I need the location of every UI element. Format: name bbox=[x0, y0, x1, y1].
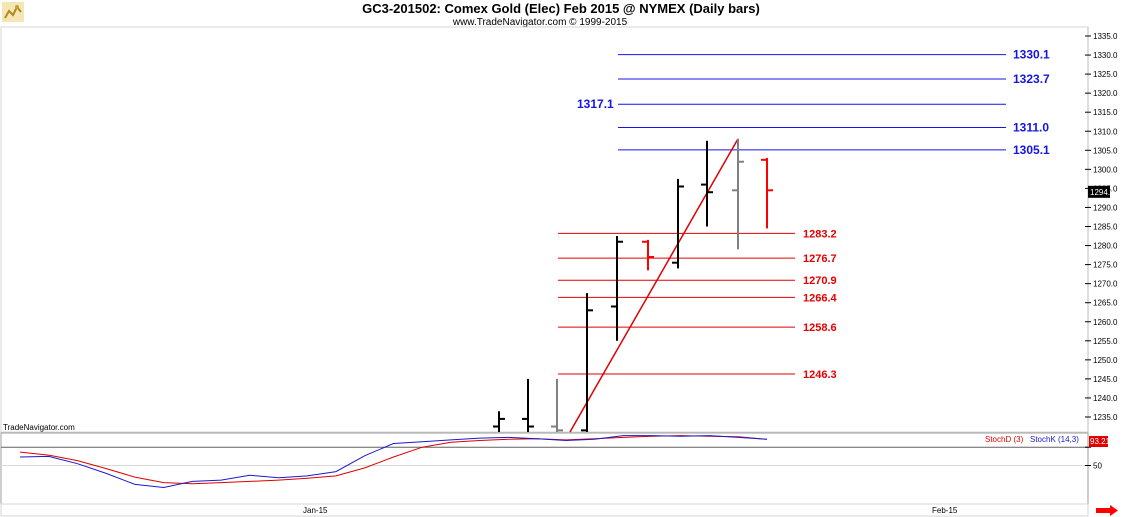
price-tick-label: 1280.0 bbox=[1093, 242, 1118, 251]
price-tick-label: 1260.0 bbox=[1093, 318, 1118, 327]
price-tick-label: 1235.0 bbox=[1093, 413, 1118, 422]
oscillator-panel bbox=[0, 432, 1089, 505]
price-tick-label: 1285.0 bbox=[1093, 223, 1118, 232]
resistance-label: 1323.7 bbox=[1013, 72, 1050, 86]
price-tick-label: 1305.0 bbox=[1093, 146, 1118, 155]
ohlc-bar bbox=[732, 138, 744, 250]
ohlc-bars bbox=[493, 138, 773, 432]
ohlc-bar bbox=[551, 378, 563, 432]
support-label: 1270.9 bbox=[803, 275, 837, 287]
x-label-feb: Feb-15 bbox=[932, 506, 958, 515]
price-axis: 1235.0 1240.0 1245.0 1250.0 1255.0 1260.0 1265… bbox=[1085, 32, 1118, 422]
price-tick-label: 1300.0 bbox=[1093, 165, 1118, 174]
ohlc-bar bbox=[642, 239, 654, 271]
ohlc-bar bbox=[611, 236, 623, 341]
osc-value-label: 93.21 bbox=[1090, 437, 1111, 446]
last-price-box bbox=[1088, 185, 1110, 198]
scroll-right-button[interactable] bbox=[1092, 505, 1120, 516]
support-label: 1258.6 bbox=[803, 322, 837, 334]
chart-title: GC3-201502: Comex Gold (Elec) Feb 2015 @… bbox=[362, 1, 760, 16]
watermark: TradeNavigator.com bbox=[3, 423, 75, 432]
price-tick-label: 1330.0 bbox=[1093, 51, 1118, 60]
support-label: 1276.7 bbox=[803, 253, 837, 265]
price-panel bbox=[0, 26, 1089, 433]
price-tick-label: 1250.0 bbox=[1093, 356, 1118, 365]
last-price-marker: 1294.1 bbox=[1088, 185, 1115, 198]
price-tick-label: 1290.0 bbox=[1093, 203, 1118, 212]
price-tick-label: 1310.0 bbox=[1093, 127, 1118, 136]
price-tick-label: 1240.0 bbox=[1093, 394, 1118, 403]
app-logo bbox=[2, 2, 24, 22]
ohlc-bar bbox=[701, 140, 713, 227]
arrow-right-icon bbox=[1096, 505, 1118, 516]
price-tick-label: 1265.0 bbox=[1093, 299, 1118, 308]
osc-tick-label: 50 bbox=[1093, 462, 1102, 471]
last-price-label: 1294.1 bbox=[1090, 188, 1115, 197]
price-tick-label: 1275.0 bbox=[1093, 261, 1118, 270]
trendline-segment bbox=[569, 138, 739, 433]
price-tick-label: 1255.0 bbox=[1093, 337, 1118, 346]
price-tick-label: 1320.0 bbox=[1093, 89, 1118, 98]
oscillator-lines bbox=[1, 435, 1088, 489]
resistance-label: 1311.0 bbox=[1013, 120, 1049, 134]
support-label: 1266.4 bbox=[803, 292, 838, 304]
legend-stochk: StochK (14,3) bbox=[1030, 435, 1079, 444]
osc-value-badge bbox=[1089, 436, 1108, 447]
ohlc-bar bbox=[672, 178, 684, 269]
resistance-label: 1330.1 bbox=[1013, 48, 1050, 62]
support-label: 1283.2 bbox=[803, 228, 837, 240]
price-tick-label: 1270.0 bbox=[1093, 280, 1118, 289]
ohlc-bar bbox=[493, 411, 505, 432]
chart-subtitle: www.TradeNavigator.com © 1999-2015 bbox=[452, 17, 628, 28]
ohlc-bar bbox=[581, 293, 593, 432]
oscillator-axis: 50 93.21 bbox=[1085, 436, 1111, 471]
ohlc-bar bbox=[522, 378, 534, 432]
price-tick-label: 1315.0 bbox=[1093, 108, 1118, 117]
stoch-series-line bbox=[19, 435, 768, 489]
x-label-jan: Jan-15 bbox=[303, 506, 328, 515]
price-tick-label: 1245.0 bbox=[1093, 375, 1118, 384]
ohlc-bar bbox=[761, 157, 773, 229]
legend-stochd: StochD (3) bbox=[985, 435, 1024, 444]
resistance-label: 1317.1 bbox=[577, 97, 614, 111]
resistance-label: 1305.1 bbox=[1013, 143, 1050, 157]
price-tick-label: 1335.0 bbox=[1093, 32, 1118, 41]
time-axis bbox=[0, 503, 1089, 517]
price-tick-label: 1325.0 bbox=[1093, 70, 1118, 79]
support-label: 1246.3 bbox=[803, 369, 837, 381]
fib-levels: 1330.1 1323.7 1317.1 1311.0 1305.1 1283.2 1276… bbox=[558, 48, 1050, 381]
trendline bbox=[569, 138, 739, 433]
stoch-series-line bbox=[19, 435, 768, 485]
